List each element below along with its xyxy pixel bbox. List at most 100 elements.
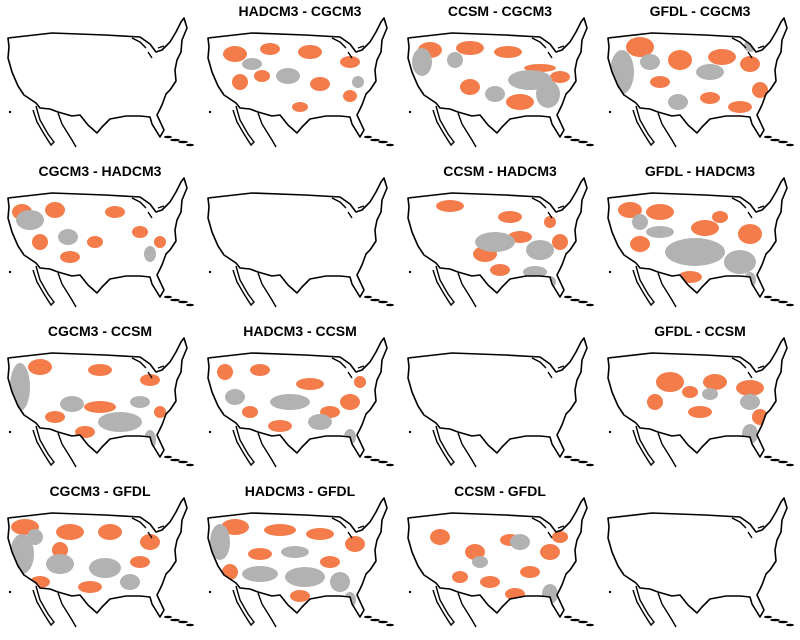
island-marker xyxy=(564,135,572,139)
panel-title xyxy=(400,320,600,342)
island-marker xyxy=(178,140,188,144)
orange-region xyxy=(494,46,522,58)
great-lakes xyxy=(731,517,765,539)
gray-region xyxy=(144,246,156,262)
orange-region xyxy=(98,524,122,540)
island-marker xyxy=(778,300,788,304)
baja-coastline xyxy=(232,425,255,467)
gray-region xyxy=(46,554,74,574)
orange-region xyxy=(340,56,360,68)
gray-region xyxy=(510,534,530,550)
us-outline xyxy=(7,497,188,618)
map-panel: CGCM3 - GFDL xyxy=(0,480,200,640)
us-outline xyxy=(207,17,388,138)
great-lakes xyxy=(331,357,365,379)
island-marker xyxy=(408,590,412,594)
gray-region xyxy=(98,412,142,432)
panel-title xyxy=(200,160,400,182)
us-map-svg xyxy=(7,337,194,468)
us-outline xyxy=(407,337,588,458)
us-outline xyxy=(7,177,188,298)
orange-region xyxy=(310,77,330,91)
island-marker xyxy=(764,615,772,619)
orange-region xyxy=(28,359,52,375)
us-outline xyxy=(407,17,588,138)
orange-region xyxy=(78,581,102,593)
gray-region xyxy=(447,52,463,68)
orange-region xyxy=(260,43,280,55)
orange-region xyxy=(56,524,84,540)
gray-region xyxy=(16,210,44,230)
us-map xyxy=(200,320,400,480)
map-panel: CGCM3 - HADCM3 xyxy=(0,160,200,320)
mexico-coastline xyxy=(457,432,477,468)
gray-region xyxy=(646,226,674,238)
orange-region xyxy=(254,70,270,82)
orange-region xyxy=(290,590,310,602)
us-outline xyxy=(607,337,788,458)
baja-coastline xyxy=(32,105,55,147)
us-map xyxy=(0,480,200,640)
orange-region xyxy=(60,251,80,263)
orange-region xyxy=(618,202,642,218)
orange-region xyxy=(540,544,560,560)
map-panel: CCSM - CGCM3 xyxy=(400,0,600,160)
orange-region xyxy=(242,406,258,418)
map-panel: HADCM3 - CCSM xyxy=(200,320,400,480)
island-marker xyxy=(608,430,612,434)
island-marker xyxy=(8,430,12,434)
orange-region xyxy=(87,236,103,248)
us-outline xyxy=(7,17,188,138)
island-marker xyxy=(778,620,788,624)
gray-region xyxy=(610,50,634,94)
orange-region xyxy=(354,376,366,388)
great-lakes xyxy=(131,517,165,539)
gray-region xyxy=(702,388,718,400)
us-map-svg xyxy=(607,337,794,468)
orange-region xyxy=(752,82,768,98)
panel-title: GFDL - CGCM3 xyxy=(649,3,751,19)
orange-region xyxy=(738,224,762,244)
island-marker xyxy=(164,615,172,619)
orange-region xyxy=(708,49,736,65)
orange-region xyxy=(223,46,247,62)
orange-region xyxy=(306,528,334,540)
mexico-coastline xyxy=(257,272,277,308)
gray-region xyxy=(742,424,758,444)
gray-region xyxy=(724,250,756,274)
orange-region xyxy=(30,576,50,588)
map-panel: HADCM3 - GFDL xyxy=(200,480,400,640)
orange-region xyxy=(45,411,65,423)
gray-region xyxy=(281,546,309,558)
great-lakes xyxy=(531,37,565,59)
us-outline xyxy=(407,497,588,618)
panel-title: CCSM - CGCM3 xyxy=(447,3,553,19)
orange-region xyxy=(345,536,365,552)
mexico-coastline xyxy=(657,432,677,468)
orange-region xyxy=(456,41,484,55)
us-map xyxy=(600,160,800,320)
great-lakes xyxy=(731,197,765,219)
gray-region xyxy=(308,414,332,430)
island-marker xyxy=(564,615,572,619)
mexico-coastline xyxy=(57,592,77,628)
island-marker xyxy=(578,620,588,624)
us-map-svg xyxy=(407,17,594,148)
island-marker xyxy=(208,590,212,594)
gray-region xyxy=(120,574,140,590)
orange-region xyxy=(691,220,719,236)
island-marker xyxy=(770,458,780,462)
us-outline xyxy=(607,497,788,618)
orange-region xyxy=(232,74,248,90)
gray-region xyxy=(344,592,356,608)
panel-title xyxy=(0,0,200,22)
panel-title: HADCM3 - CCSM xyxy=(243,323,357,339)
island-marker xyxy=(578,460,588,464)
gray-region xyxy=(89,558,121,578)
us-map xyxy=(200,0,400,160)
orange-region xyxy=(154,236,166,248)
mexico-coastline xyxy=(57,432,77,468)
us-map-svg xyxy=(7,497,194,628)
gray-region xyxy=(485,86,505,102)
orange-region xyxy=(700,92,720,104)
